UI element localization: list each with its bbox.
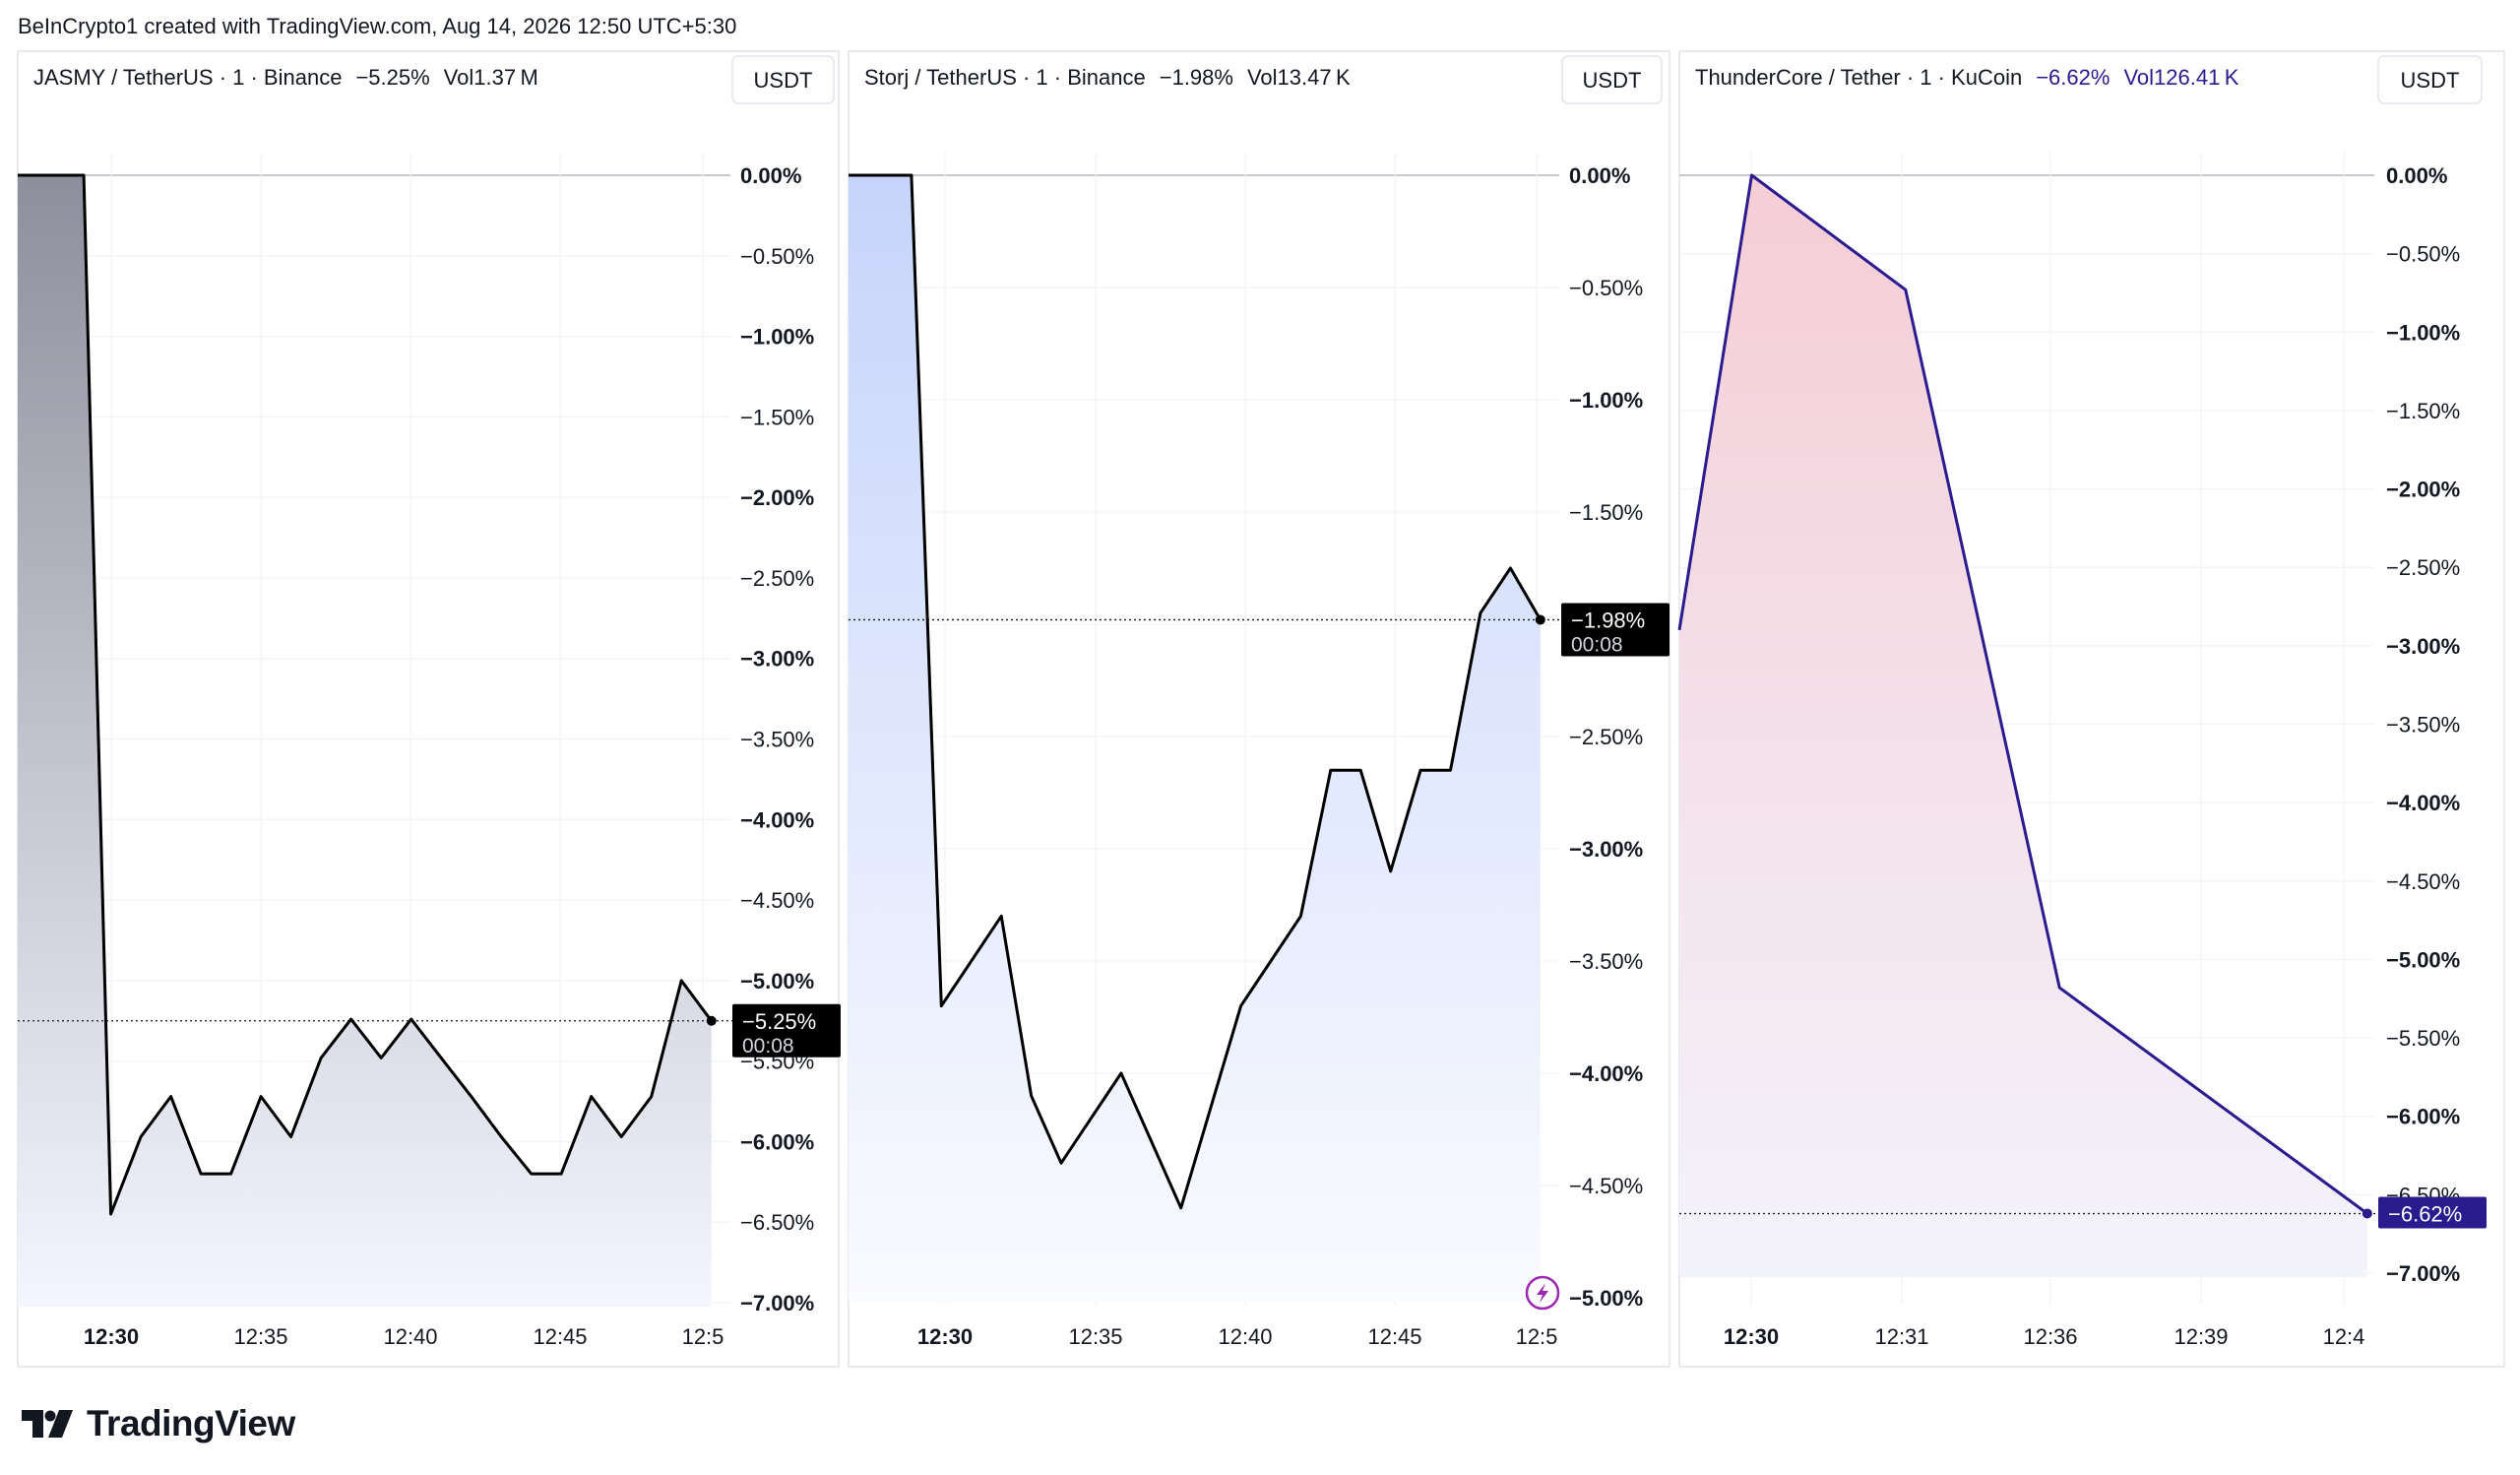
y-tick-label: −5.00% <box>2386 947 2460 972</box>
y-tick-label: −2.00% <box>740 485 814 510</box>
y-tick-label: −2.50% <box>740 566 814 591</box>
legend-change: −5.25% <box>355 65 429 90</box>
y-tick-label: −4.50% <box>2386 869 2460 894</box>
y-tick-label: −5.00% <box>740 969 814 994</box>
chart-panel-1[interactable]: 0.00% −0.50% −1.00% −1.50% −2.00% −2.50% −3.00… <box>17 50 841 1368</box>
y-tick-label: −2.50% <box>2386 555 2460 580</box>
legend-volume: Vol126.41 K <box>2123 65 2238 90</box>
last-value-label: −5.25% <box>742 1009 816 1034</box>
x-tick-label: 12:45 <box>1367 1324 1421 1349</box>
currency-label: USDT <box>754 68 813 93</box>
last-value-label-bg <box>1561 603 1670 657</box>
legend-symbol: Storj / TetherUS · 1 · Binance <box>864 65 1146 90</box>
last-value-label: −1.98% <box>1571 608 1645 632</box>
x-tick-label: 12:45 <box>533 1324 587 1349</box>
x-tick-label: 12:5 <box>682 1324 724 1349</box>
x-tick-label: 12:31 <box>1874 1324 1928 1349</box>
currency-label: USDT <box>1583 68 1642 93</box>
legend-change: −6.62% <box>2036 65 2110 90</box>
x-tick-label: 12:30 <box>84 1324 139 1349</box>
y-tick-label: −4.00% <box>2386 791 2460 815</box>
y-tick-label: −3.50% <box>2386 713 2460 738</box>
page-header: BeInCrypto1 created with TradingView.com… <box>18 14 737 38</box>
y-tick-label: 0.00% <box>2386 163 2447 188</box>
legend[interactable]: ThunderCore / Tether · 1 · KuCoin −6.62% V… <box>1695 65 2239 90</box>
x-tick-label: 12:35 <box>1068 1324 1122 1349</box>
last-point-marker <box>1535 614 1545 625</box>
currency-button[interactable] <box>1561 55 1663 104</box>
x-tick-label: 12:30 <box>1724 1324 1779 1349</box>
last-point-marker <box>706 1015 717 1026</box>
y-tick-label: −1.00% <box>1569 388 1643 413</box>
currency-label: USDT <box>2401 68 2460 93</box>
legend-change: −1.98% <box>1160 65 1233 90</box>
last-value-label-bg <box>732 1003 841 1058</box>
legend[interactable]: Storj / TetherUS · 1 · Binance −1.98% Vol1… <box>864 65 1351 90</box>
y-tick-label: −7.00% <box>2386 1261 2460 1286</box>
x-tick-label: 12:30 <box>917 1324 973 1349</box>
currency-button[interactable] <box>2377 55 2483 104</box>
last-point-marker <box>2362 1208 2372 1219</box>
y-tick-label: −0.50% <box>2386 242 2460 267</box>
tradingview-logo-icon <box>22 1410 73 1438</box>
y-tick-label: −3.00% <box>2386 634 2460 659</box>
y-tick-label: 0.00% <box>1569 163 1630 188</box>
y-tick-label: −6.50% <box>740 1210 814 1235</box>
y-tick-label: −1.00% <box>740 325 814 350</box>
legend[interactable]: JASMY / TetherUS · 1 · Binance −5.25% Vol1… <box>33 65 538 90</box>
y-tick-label: −3.50% <box>740 728 814 752</box>
x-tick-label: 12:40 <box>1218 1324 1272 1349</box>
y-tick-label: −2.00% <box>2386 478 2460 502</box>
y-tick-label: −1.00% <box>2386 320 2460 345</box>
x-tick-label: 12:36 <box>2023 1324 2077 1349</box>
x-tick-label: 12:4 <box>2323 1324 2365 1349</box>
last-value-label: −6.62% <box>2388 1201 2462 1226</box>
y-tick-label: −4.00% <box>740 807 814 832</box>
y-tick-label: −4.50% <box>740 888 814 913</box>
chart-panel-3[interactable]: 0.00% −0.50% −1.00% −1.50% −2.00% −2.50% −3.00… <box>1677 50 2505 1368</box>
legend-volume: Vol13.47 K <box>1247 65 1351 90</box>
y-tick-label: −4.00% <box>1569 1061 1643 1086</box>
x-tick-label: 12:39 <box>2174 1324 2228 1349</box>
y-tick-label: −5.00% <box>1569 1286 1643 1311</box>
y-tick-label: −0.50% <box>1569 276 1643 300</box>
y-tick-label: −1.50% <box>1569 500 1643 525</box>
x-tick-label: 12:35 <box>233 1324 287 1349</box>
y-tick-label: 0.00% <box>740 163 801 188</box>
x-tick-label: 12:5 <box>1516 1324 1558 1349</box>
lightning-icon[interactable] <box>1525 1275 1560 1311</box>
last-value-label-bg <box>2378 1196 2487 1229</box>
y-tick-label: −7.00% <box>740 1291 814 1315</box>
bar-countdown: 00:08 <box>1571 633 1623 656</box>
y-tick-label: −1.50% <box>2386 399 2460 423</box>
currency-button[interactable] <box>731 55 835 104</box>
y-tick-label: −2.50% <box>1569 725 1643 749</box>
y-tick-label: −4.50% <box>1569 1174 1643 1198</box>
x-tick-label: 12:40 <box>383 1324 437 1349</box>
y-tick-label: −1.50% <box>740 405 814 429</box>
y-tick-label: −3.50% <box>1569 949 1643 974</box>
y-tick-label: −6.00% <box>740 1129 814 1154</box>
y-tick-label: −5.50% <box>2386 1026 2460 1051</box>
y-tick-label: −0.50% <box>740 244 814 269</box>
y-tick-label: −6.00% <box>2386 1105 2460 1129</box>
legend-volume: Vol1.37 M <box>444 65 538 90</box>
tradingview-logo-text: TradingView <box>87 1403 295 1443</box>
chart-panel-2[interactable]: 0.00%−0.50%−1.00%−1.50%−2.00%−2.50%−3.00… <box>848 50 1670 1368</box>
legend-symbol: JASMY / TetherUS · 1 · Binance <box>33 65 342 90</box>
y-tick-label: −3.00% <box>740 647 814 672</box>
tradingview-logo[interactable]: TradingView <box>22 1403 295 1444</box>
bar-countdown: 00:08 <box>742 1035 794 1058</box>
area-fill <box>1679 175 2367 1277</box>
y-tick-label: −3.00% <box>1569 837 1643 862</box>
legend-symbol: ThunderCore / Tether · 1 · KuCoin <box>1695 65 2022 90</box>
area-fill <box>849 175 1541 1302</box>
area-fill <box>18 175 712 1307</box>
